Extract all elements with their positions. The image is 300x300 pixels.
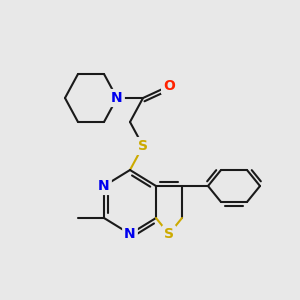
- Text: O: O: [163, 79, 175, 93]
- Text: N: N: [111, 91, 123, 105]
- Text: N: N: [98, 179, 110, 193]
- Text: S: S: [164, 227, 174, 241]
- Text: S: S: [138, 139, 148, 153]
- Text: N: N: [124, 227, 136, 241]
